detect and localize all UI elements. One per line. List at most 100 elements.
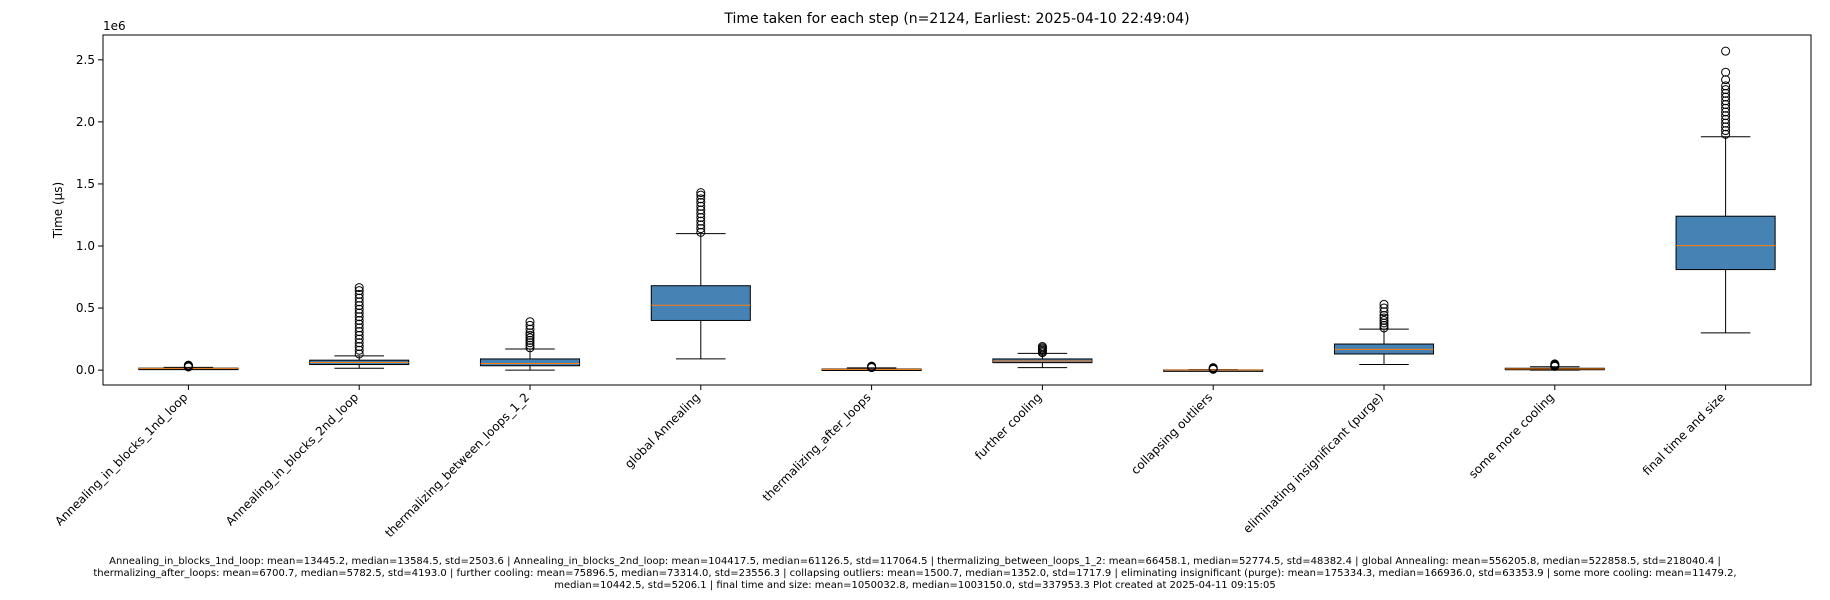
outlier-point <box>525 333 535 343</box>
box-3 <box>479 317 581 371</box>
outlier-point <box>1379 310 1389 320</box>
y-tick-label: 0.5 <box>76 301 95 315</box>
outlier-point <box>525 328 535 338</box>
outlier-point <box>696 205 706 215</box>
x-tick-label: some more cooling <box>1466 390 1557 481</box>
outlier-point <box>354 297 364 307</box>
outlier-point <box>183 360 193 370</box>
x-tick-label: global Annealing <box>622 390 703 471</box>
outlier-point <box>354 308 364 318</box>
outlier-point <box>525 317 535 327</box>
y-tick-label: 1.0 <box>76 239 95 253</box>
outlier-point <box>1721 103 1731 113</box>
outlier-point <box>354 289 364 299</box>
outlier-point <box>354 286 364 296</box>
x-tick-label: thermalizing_after_loops <box>760 390 874 504</box>
box-6 <box>992 342 1093 369</box>
y-tick-label: 2.5 <box>76 53 95 67</box>
box-8 <box>1333 299 1435 366</box>
outlier-point <box>867 361 877 371</box>
outlier-point <box>525 320 535 330</box>
y-tick-label: 1.5 <box>76 177 95 191</box>
y-tick-label: 2.0 <box>76 115 95 129</box>
box-4 <box>650 188 751 360</box>
outlier-point <box>354 349 364 359</box>
outlier-point <box>354 334 364 344</box>
outlier-point <box>1721 126 1731 136</box>
outlier-point <box>525 343 535 353</box>
stats-line-3: median=10442.5, std=5206.1 | final time … <box>554 580 1276 591</box>
outlier-point <box>1721 129 1731 139</box>
outlier-point <box>354 342 364 352</box>
outlier-point <box>696 194 706 204</box>
y-axis-label: Time (µs) <box>51 182 65 239</box>
outlier-point <box>1721 88 1731 98</box>
box-2 <box>309 283 410 369</box>
box-plot: Time taken for each step (n=2124, Earlie… <box>51 11 1812 540</box>
x-tick-label: Annealing_in_blocks_1nd_loop <box>52 390 190 528</box>
outlier-point <box>1721 111 1731 121</box>
outlier-point <box>1721 114 1731 124</box>
outlier-point <box>354 312 364 322</box>
outlier-point <box>354 323 364 333</box>
outlier-point <box>696 198 706 208</box>
outlier-point <box>525 324 535 334</box>
x-tick-label: thermalizing_between_loops_1_2 <box>382 390 532 540</box>
outlier-point <box>525 335 535 345</box>
outlier-point <box>696 201 706 211</box>
outlier-point <box>354 327 364 337</box>
outlier-point <box>696 188 706 198</box>
y-tick-label: 0.0 <box>76 363 95 377</box>
outlier-point <box>525 330 535 340</box>
outlier-point <box>1379 323 1389 333</box>
outlier-point <box>1379 315 1389 325</box>
plot-frame <box>102 34 1812 386</box>
x-tick-label: Annealing_in_blocks_2nd_loop <box>223 390 361 528</box>
outlier-point <box>696 224 706 234</box>
outlier-point <box>1721 118 1731 128</box>
outlier-point <box>525 338 535 348</box>
outlier-point <box>354 319 364 329</box>
outlier-point <box>1721 81 1731 91</box>
outlier-point <box>1379 318 1389 328</box>
outlier-point <box>696 216 706 226</box>
statistics-footer: Annealing_in_blocks_1nd_loop: mean=13445… <box>0 556 1830 592</box>
outlier-point <box>1550 359 1560 369</box>
x-tick-label: eliminating insignificant (purge) <box>1240 390 1386 536</box>
outlier-point <box>354 283 364 293</box>
outlier-point <box>1037 342 1047 352</box>
outlier-point <box>1721 85 1731 95</box>
y-axis: 0.0 0.5 1.0 1.5 2.0 2.5 <box>76 53 103 377</box>
outlier-point <box>354 338 364 348</box>
outlier-point <box>354 301 364 311</box>
iqr-box <box>1675 215 1776 271</box>
outlier-point <box>696 190 706 200</box>
boxes <box>138 46 1776 374</box>
stats-line-1: Annealing_in_blocks_1nd_loop: mean=13445… <box>109 556 1721 567</box>
outlier-point <box>1721 92 1731 102</box>
outlier-point <box>354 330 364 340</box>
box-7 <box>1163 363 1264 374</box>
outlier-point <box>354 304 364 314</box>
outlier-point <box>354 293 364 303</box>
outlier-point <box>1721 122 1731 132</box>
outlier-point <box>1379 299 1389 309</box>
stats-line-2: thermalizing_after_loops: mean=6700.7, m… <box>93 568 1737 579</box>
box-1 <box>138 360 239 372</box>
box-5 <box>821 361 922 373</box>
outlier-point <box>354 315 364 325</box>
outlier-point <box>1379 307 1389 317</box>
outlier-point <box>1721 75 1731 85</box>
outlier-point <box>696 227 706 237</box>
box-9 <box>1504 359 1605 371</box>
outlier-point <box>1379 313 1389 323</box>
x-axis: Annealing_in_blocks_1nd_loop Annealing_in… <box>52 385 1728 540</box>
outlier-point <box>525 340 535 350</box>
outlier-point <box>1379 303 1389 313</box>
outlier-point <box>1721 67 1731 77</box>
x-tick-label: final time and size <box>1640 390 1728 478</box>
iqr-box <box>479 358 581 367</box>
x-tick-label: collapsing outliers <box>1128 390 1215 477</box>
outlier-point <box>1721 107 1731 117</box>
outlier-point <box>354 345 364 355</box>
